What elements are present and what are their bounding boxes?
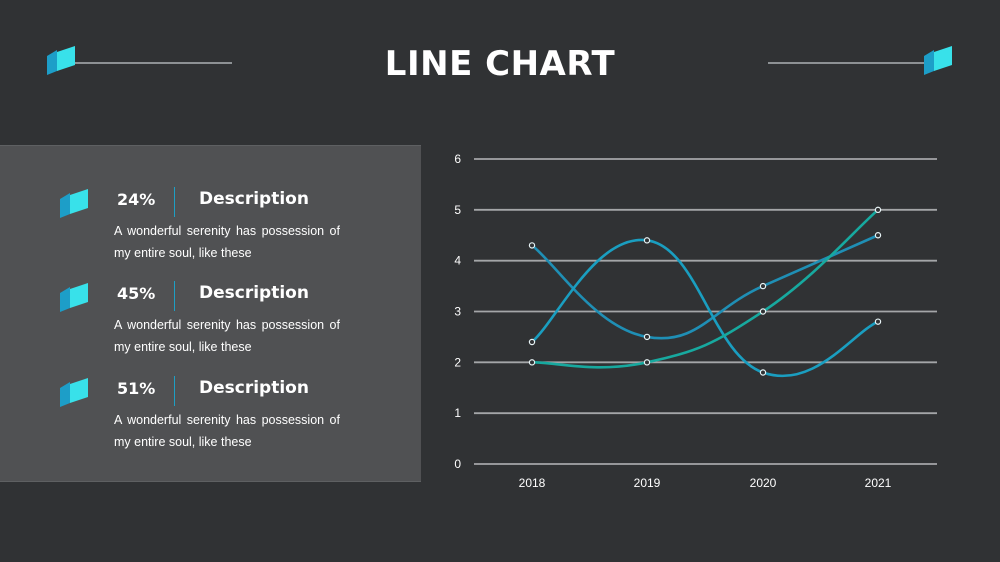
title-rule-left [68,62,232,64]
data-point [528,242,536,249]
percent-value: 24% [117,190,156,209]
data-point [643,237,651,244]
y-tick-label: 6 [454,152,461,166]
series-line [530,208,880,369]
data-point [528,338,536,346]
y-tick-label: 2 [454,355,461,369]
description-text: A wonderful serenity has possession of m… [114,413,340,449]
list-item: 24% Description A wonderful serenity has… [0,187,421,267]
list-item: 45% Description A wonderful serenity has… [0,281,421,361]
description-heading: Description [199,189,309,209]
y-tick-label: 3 [454,305,461,319]
data-point [874,232,882,239]
title-rule-right [768,62,932,64]
description-heading: Description [199,283,309,303]
x-tick-label: 2021 [865,476,892,490]
data-point [759,282,767,290]
description-panel: 24% Description A wonderful serenity has… [0,145,421,482]
x-tick-label: 2019 [634,476,661,490]
percent-value: 45% [117,284,156,303]
page-title: LINE CHART [384,44,616,84]
data-point [643,333,651,341]
description-text: A wonderful serenity has possession of m… [114,224,340,260]
logo-icon [924,46,952,75]
data-point [874,206,882,214]
separator [174,281,175,311]
description-text: A wonderful serenity has possession of m… [114,318,340,354]
x-tick-label: 2018 [519,476,546,490]
separator [174,376,175,406]
series-line [530,238,880,378]
data-point [759,369,767,376]
data-point [528,359,536,366]
list-item: 51% Description A wonderful serenity has… [0,376,421,456]
data-point [874,318,882,325]
series-line [530,233,880,340]
description-heading: Description [199,378,309,398]
logo-icon [60,283,88,312]
logo-icon [60,189,88,218]
data-point [643,359,651,366]
y-tick-label: 4 [454,254,461,268]
logo-icon [60,378,88,407]
percent-value: 51% [117,379,156,398]
logo-icon [47,46,75,75]
data-point [759,308,767,315]
y-tick-label: 5 [454,203,461,217]
y-tick-label: 0 [454,457,461,471]
y-tick-label: 1 [454,406,461,420]
x-tick-label: 2020 [750,476,777,490]
separator [174,187,175,217]
